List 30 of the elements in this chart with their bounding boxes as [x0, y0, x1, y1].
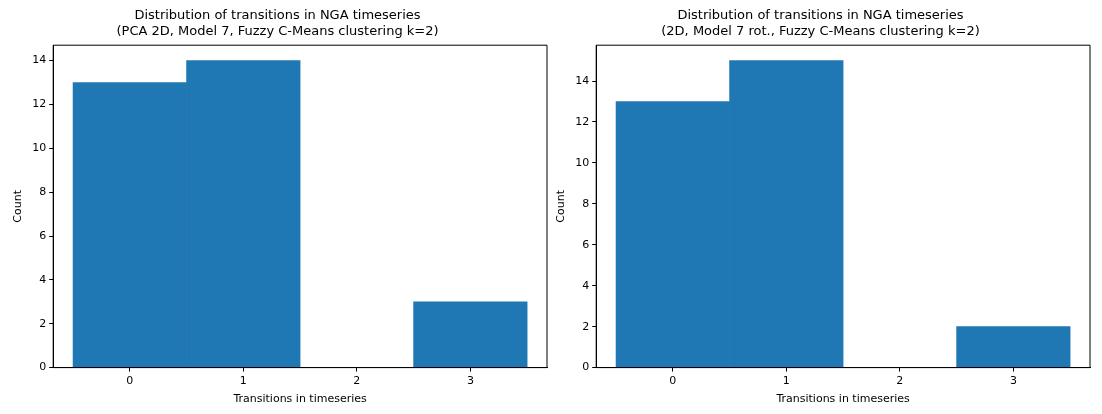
chart-title: Distribution of transitions in NGA timeseries (2D, Model 7 rot., Fuzzy C-Means clustering k=2)	[661, 7, 980, 38]
x-axis-title: Transitions in timeseries	[232, 392, 368, 406]
x-tick-label: 2	[896, 374, 904, 388]
y-tick-label: 8	[582, 196, 590, 210]
y-axis-title: Count	[554, 189, 568, 223]
y-tick-label: 4	[582, 278, 590, 292]
y-tick-label: 2	[39, 316, 47, 330]
y-tick-label: 14	[32, 53, 47, 67]
x-tick-label: 1	[239, 374, 247, 388]
y-tick-label: 10	[575, 155, 590, 169]
y-tick-label: 14	[575, 73, 590, 87]
x-tick-label: 0	[669, 374, 677, 388]
x-tick-label: 1	[782, 374, 790, 388]
x-tick-label: 0	[126, 374, 134, 388]
x-tick-label: 3	[1009, 374, 1017, 388]
y-tick-label: 6	[582, 237, 590, 251]
y-tick-label: 4	[39, 272, 47, 286]
y-tick-label: 0	[39, 360, 47, 374]
y-tick-label: 2	[582, 319, 590, 333]
chart-title: Distribution of transitions in NGA timeseries (PCA 2D, Model 7, Fuzzy C-Means clustering k=2)	[116, 7, 439, 38]
y-tick-label: 8	[39, 185, 47, 198]
x-tick-label: 2	[353, 374, 361, 388]
x-axis-title: Transitions in timeseries	[775, 392, 911, 406]
y-tick-label: 12	[32, 97, 47, 111]
y-axis-title: Count	[11, 189, 25, 223]
y-tick-label: 6	[39, 228, 47, 242]
y-tick-label: 0	[582, 360, 590, 374]
y-tick-label: 10	[32, 141, 47, 155]
y-tick-label: 12	[575, 114, 590, 128]
x-tick-label: 3	[466, 374, 474, 388]
